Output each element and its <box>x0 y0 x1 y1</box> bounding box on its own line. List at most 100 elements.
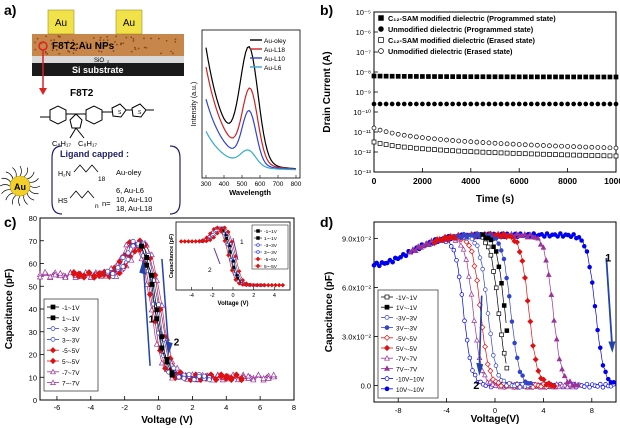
d-point <box>595 327 600 333</box>
b-point <box>438 74 443 79</box>
d-point <box>508 234 515 241</box>
b-point <box>565 144 570 149</box>
b-point <box>456 148 462 154</box>
d-legend-label: 10V~-10V <box>396 387 425 394</box>
b-point <box>371 101 377 107</box>
b-point <box>571 152 576 158</box>
c-xtick-label: 6 <box>258 403 262 412</box>
b-point <box>383 73 389 79</box>
c-xtick-label: -6 <box>54 403 61 412</box>
c-inset-point <box>280 282 285 288</box>
np-dot <box>68 51 71 53</box>
b-point <box>510 141 516 147</box>
b-point <box>371 139 377 145</box>
c-ytick-label: 0 <box>33 396 37 405</box>
c-inset-point <box>215 231 220 236</box>
c-inset-point <box>197 238 202 244</box>
b-point <box>553 101 558 107</box>
b-point <box>401 132 407 138</box>
d-point <box>493 363 499 368</box>
c-inset-point <box>229 268 235 273</box>
b-point <box>504 150 510 156</box>
c-legend-label: -3~3V <box>62 327 80 334</box>
c-legend-marker <box>50 326 56 331</box>
b-point <box>535 142 540 148</box>
c-legend: -1~1V 1~-1V -3~3V 3~-3V -5~5V 5~-5V -7~7V 7~-7V <box>43 298 99 392</box>
b-legend-label: C₁₂-SAM modified dielectric (Programmed … <box>388 14 556 23</box>
c-inset-point <box>231 265 236 270</box>
c-point <box>201 373 207 379</box>
b-point <box>395 73 401 79</box>
d-point <box>600 363 606 368</box>
c-point <box>196 373 202 379</box>
c-point <box>149 281 155 287</box>
d-point <box>501 303 507 308</box>
d-legend-marker <box>384 386 390 392</box>
oxide-label: SiO <box>94 58 104 64</box>
c-inset-legend-label: 1~-1V <box>264 236 278 242</box>
d-arrow-1-label: 1 <box>605 252 611 264</box>
np-dot <box>122 42 125 45</box>
c-point <box>206 377 212 383</box>
c-xtick-label: -4 <box>87 403 94 412</box>
c-inset-point <box>226 253 231 258</box>
b-point <box>377 141 383 146</box>
b-point <box>407 101 413 107</box>
d-point <box>480 232 486 237</box>
b-point <box>377 127 383 133</box>
d-point <box>431 239 438 246</box>
c-point <box>228 376 235 384</box>
b-point <box>426 146 431 152</box>
c-xtick-label: 8 <box>292 403 296 412</box>
b-point <box>383 142 389 147</box>
d-point <box>390 259 395 265</box>
c-arrow-1-head <box>139 258 147 275</box>
d-point <box>575 381 581 388</box>
d-xtick-label: 0 <box>493 406 497 415</box>
spectrum-xtick-label: 300 <box>201 181 212 188</box>
d-point <box>528 380 533 386</box>
d-point <box>460 246 467 252</box>
b-point <box>510 101 516 107</box>
b-legend-marker <box>378 48 384 54</box>
ligand-chain <box>18 195 21 207</box>
b-xtick-label: 10000 <box>604 176 620 186</box>
d-point <box>463 238 470 245</box>
b-point <box>559 152 564 158</box>
b-point <box>522 151 528 157</box>
b-point <box>389 143 395 148</box>
d-point <box>470 368 475 373</box>
np-dot <box>92 37 95 39</box>
d-legend: -1V~1V 1V~-1V -3V~3V 3V~-3V -5V~5V 5V~-5V -7V~… <box>377 289 439 399</box>
b-point <box>565 101 570 107</box>
ligand-chain <box>28 189 39 195</box>
c-inset-point <box>189 239 195 244</box>
d-point <box>491 244 496 249</box>
np-dot <box>85 41 87 44</box>
c-point <box>212 376 220 383</box>
d-point <box>499 332 504 338</box>
c-legend-label: -5~5V <box>62 348 80 355</box>
c-arrow-2-label: 2 <box>174 337 180 348</box>
c-point <box>217 373 225 380</box>
c-ylabel: Capacitance (pF) <box>4 269 15 350</box>
b-ytick-label: 10⁻⁷ <box>356 48 371 57</box>
b-legend-marker <box>378 26 384 32</box>
d-legend-label: 3V~-3V <box>396 326 418 333</box>
d-point <box>561 382 568 388</box>
d-point <box>482 343 489 350</box>
d-point <box>587 264 592 270</box>
ligand-chain <box>23 167 29 178</box>
d-legend-marker <box>384 325 390 330</box>
panel-label-b: b) <box>320 2 334 18</box>
panel-b-chart: 10⁻¹³ 10⁻¹² 10⁻¹¹ 10⁻¹⁰ 10⁻⁹ 10⁻⁸ 10⁻⁷ 10⁻⁶ 10⁻⁵… <box>322 8 620 205</box>
spectrum-line-2 <box>205 99 296 170</box>
c-point <box>130 243 136 249</box>
c-inset-legend-marker <box>255 263 261 269</box>
b-point <box>389 73 395 79</box>
spectrum-xtick-label: 400 <box>219 181 230 188</box>
b-point <box>528 74 534 80</box>
np-dot <box>150 37 152 40</box>
c-point <box>120 264 126 270</box>
d-point <box>524 234 531 240</box>
